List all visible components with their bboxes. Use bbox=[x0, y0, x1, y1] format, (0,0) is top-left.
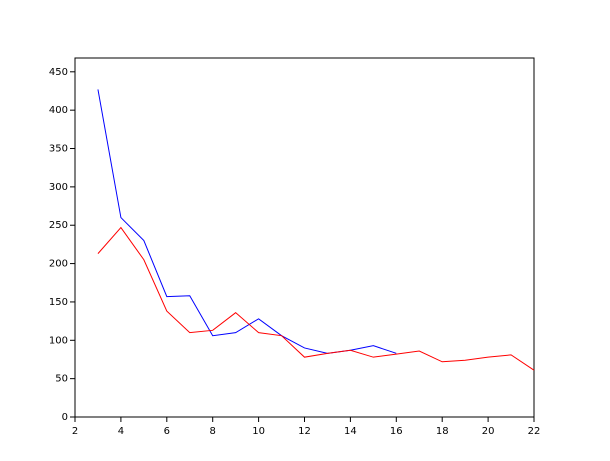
x-tick-label: 2 bbox=[72, 426, 78, 437]
x-tick-label: 14 bbox=[344, 426, 357, 437]
y-tick-label: 450 bbox=[49, 67, 68, 78]
x-tick-label: 10 bbox=[252, 426, 265, 437]
series-line bbox=[97, 89, 397, 354]
y-tick-label: 150 bbox=[49, 297, 68, 308]
x-tick-label: 16 bbox=[390, 426, 403, 437]
y-tick-label: 300 bbox=[49, 182, 68, 193]
x-tick-label: 18 bbox=[436, 426, 449, 437]
x-tick-label: 20 bbox=[482, 426, 495, 437]
y-tick-label: 50 bbox=[55, 374, 68, 385]
x-tick-label: 4 bbox=[118, 426, 124, 437]
y-tick-label: 400 bbox=[49, 105, 68, 116]
series-line bbox=[97, 226, 535, 371]
x-tick-label: 6 bbox=[164, 426, 170, 437]
plot-box bbox=[74, 57, 535, 418]
x-tick-label: 12 bbox=[298, 426, 311, 437]
y-tick-label: 100 bbox=[49, 335, 68, 346]
y-tick-label: 350 bbox=[49, 144, 68, 155]
x-tick-label: 8 bbox=[210, 426, 216, 437]
y-tick-label: 200 bbox=[49, 259, 68, 270]
y-tick-label: 0 bbox=[62, 412, 68, 423]
y-tick-label: 250 bbox=[49, 220, 68, 231]
x-tick-label: 22 bbox=[528, 426, 541, 437]
